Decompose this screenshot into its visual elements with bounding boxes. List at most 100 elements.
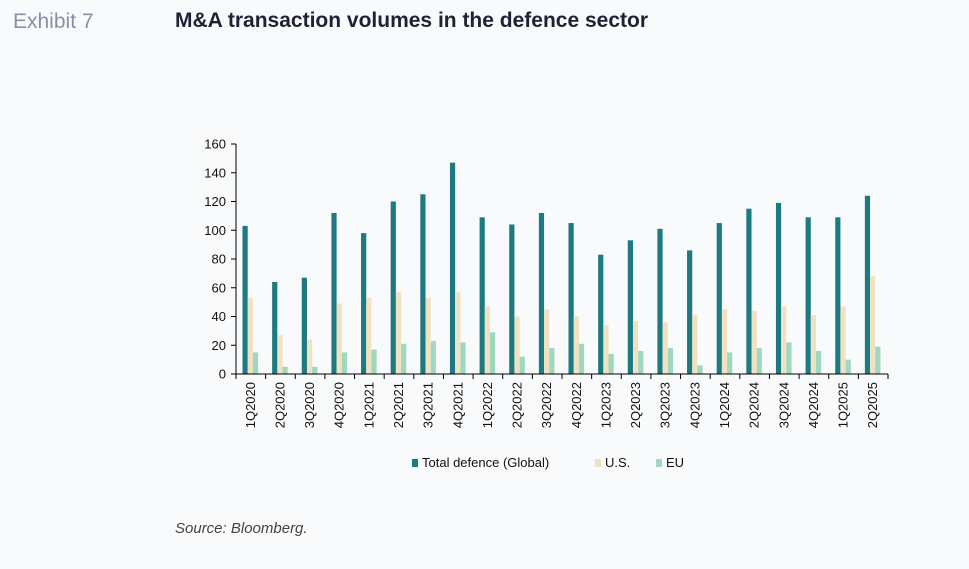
- bar-us: [306, 339, 313, 374]
- bar-us: [484, 306, 490, 374]
- bar-us: [692, 315, 698, 374]
- bar-eu: [697, 365, 703, 375]
- bar-total: [657, 228, 663, 374]
- y-tick-label: 100: [204, 223, 226, 238]
- bar-total: [775, 202, 782, 374]
- bar-eu: [282, 366, 288, 374]
- bar-eu: [727, 352, 733, 374]
- x-tick-label: 4Q2021: [450, 382, 465, 428]
- bar-eu: [341, 352, 348, 374]
- y-tick-label: 80: [212, 252, 226, 267]
- y-tick-label: 120: [204, 194, 226, 209]
- x-tick-label: 2Q2020: [272, 382, 287, 428]
- bar-total: [479, 217, 485, 374]
- bar-eu: [638, 351, 644, 374]
- x-tick-label: 1Q2021: [361, 382, 376, 428]
- bar-total: [805, 217, 811, 374]
- bar-eu: [401, 343, 407, 374]
- legend-swatch-us: [595, 459, 601, 467]
- x-tick-label: 4Q2022: [569, 382, 584, 428]
- bar-total: [301, 277, 307, 374]
- bar-us: [781, 306, 787, 374]
- bar-us: [366, 297, 372, 374]
- bar-us: [840, 306, 846, 374]
- bar-us: [603, 325, 609, 375]
- bar-total: [598, 254, 604, 374]
- x-tick-label: 1Q2023: [598, 382, 613, 428]
- chart-title: M&A transaction volumes in the defence s…: [175, 9, 649, 32]
- bar-eu: [578, 343, 585, 374]
- y-tick-label: 60: [212, 280, 226, 295]
- bar-total: [538, 213, 545, 374]
- bar-total: [242, 225, 248, 374]
- bar-eu: [845, 359, 851, 375]
- bar-us: [662, 322, 668, 374]
- bar-total: [716, 223, 722, 374]
- legend-swatch-eu: [656, 459, 662, 467]
- y-tick-label: 160: [204, 137, 226, 152]
- x-tick-label: 2Q2024: [747, 382, 762, 428]
- x-tick-label: 4Q2020: [332, 382, 347, 428]
- bar-eu: [815, 351, 822, 374]
- bar-total: [627, 240, 633, 374]
- x-tick-label: 2Q2021: [391, 382, 406, 428]
- bar-total: [449, 162, 456, 374]
- bar-eu: [252, 352, 259, 374]
- bar-us: [455, 292, 461, 374]
- legend-swatch-total: [412, 459, 418, 467]
- bar-us: [810, 315, 816, 374]
- x-tick-label: 2Q2025: [865, 382, 880, 428]
- bar-total: [420, 194, 426, 374]
- x-tick-label: 3Q2021: [421, 382, 436, 428]
- bar-eu: [312, 366, 318, 374]
- y-tick-label: 20: [212, 338, 226, 353]
- bar-eu: [371, 349, 377, 374]
- x-tick-label: 3Q2023: [658, 382, 673, 428]
- x-tick-label: 3Q2022: [539, 382, 554, 428]
- bar-us: [514, 316, 520, 374]
- bar-us: [870, 276, 876, 374]
- bar-total: [361, 233, 367, 375]
- legend-label-total: Total defence (Global): [422, 455, 549, 470]
- bar-eu: [608, 353, 614, 375]
- bar-eu: [489, 332, 496, 374]
- bar-us: [632, 320, 639, 374]
- bar-us: [544, 309, 550, 374]
- exhibit-label: Exhibit 7: [13, 10, 94, 33]
- y-tick-label: 0: [219, 367, 226, 382]
- bar-total: [835, 217, 841, 374]
- legend-label-us: U.S.: [605, 455, 630, 470]
- bar-us: [425, 297, 431, 374]
- bar-total: [687, 250, 693, 375]
- bar-eu: [549, 348, 555, 375]
- bar-us: [395, 292, 402, 374]
- x-tick-label: 1Q2024: [717, 382, 732, 428]
- bar-eu: [875, 346, 881, 374]
- x-tick-label: 4Q2024: [806, 382, 821, 428]
- x-tick-label: 1Q2025: [836, 382, 851, 428]
- x-tick-label: 3Q2024: [776, 382, 791, 428]
- x-tick-label: 4Q2023: [687, 382, 702, 428]
- bar-eu: [786, 342, 792, 375]
- bar-total: [331, 213, 337, 374]
- x-tick-label: 3Q2020: [302, 382, 317, 428]
- bar-eu: [460, 342, 466, 375]
- bar-eu: [430, 340, 436, 374]
- x-tick-label: 2Q2023: [628, 382, 643, 428]
- source-note: Source: Bloomberg.: [175, 520, 308, 537]
- bar-eu: [756, 348, 762, 375]
- bar-us: [336, 303, 342, 374]
- x-tick-label: 1Q2022: [480, 382, 495, 428]
- bar-us: [573, 316, 579, 374]
- bar-total: [864, 195, 871, 374]
- x-tick-label: 2Q2022: [510, 382, 525, 428]
- bar-total: [746, 208, 752, 374]
- bar-total: [272, 282, 278, 374]
- bar-us: [277, 335, 283, 374]
- bar-total: [568, 223, 574, 374]
- y-tick-label: 140: [204, 165, 226, 180]
- bar-eu: [667, 348, 674, 375]
- bar-total: [390, 201, 396, 374]
- legend-label-eu: EU: [666, 455, 684, 470]
